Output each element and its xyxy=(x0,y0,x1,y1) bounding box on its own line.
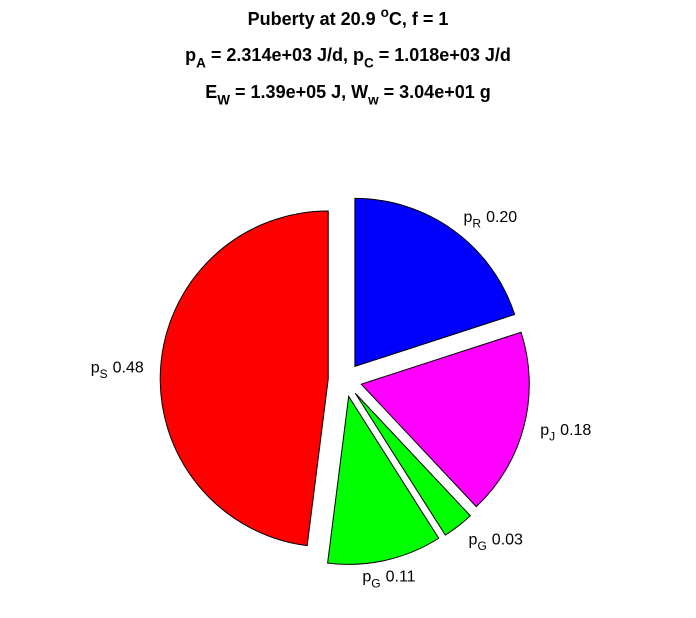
value-label: 0.20 xyxy=(486,209,517,226)
script-text: G xyxy=(371,576,380,590)
slice-label: pG 0.03 xyxy=(469,531,523,553)
value-label: 0.03 xyxy=(492,531,523,548)
title-line: EW = 1.39e+05 J, Ww = 3.04e+01 g xyxy=(205,82,490,107)
slice-label: pS 0.48 xyxy=(91,359,144,381)
value-label: 0.11 xyxy=(386,569,416,586)
value-label: 0.48 xyxy=(113,359,144,376)
text-segment: C, f = 1 xyxy=(389,9,449,29)
script-text: C xyxy=(364,55,374,70)
text-segment: p xyxy=(463,209,472,226)
text-segment: p xyxy=(540,422,549,439)
pie-slice xyxy=(327,394,440,565)
pie-slice xyxy=(360,331,530,508)
pie-slice xyxy=(354,197,516,368)
pie-slice xyxy=(159,210,329,547)
text-segment: = 2.314e+03 J/d, p xyxy=(206,45,364,65)
script-text: R xyxy=(472,217,481,231)
slice-label: pR 0.20 xyxy=(463,209,517,231)
script-text: G xyxy=(477,539,486,553)
script-text: A xyxy=(196,55,206,70)
script-text: w xyxy=(367,92,379,107)
text-segment: = 1.39e+05 J, W xyxy=(230,82,368,102)
text-segment: p xyxy=(469,531,478,548)
slice-label: pG 0.11 xyxy=(362,569,415,591)
pie-slice xyxy=(354,392,472,536)
script-text: S xyxy=(100,367,108,381)
text-segment: Puberty at 20.9 xyxy=(248,9,381,29)
value-label: 0.18 xyxy=(560,422,591,439)
text-segment: p xyxy=(362,569,371,586)
text-segment: = 3.04e+01 g xyxy=(379,82,491,102)
text-segment: = 1.018e+03 J/d xyxy=(374,45,511,65)
text-segment: p xyxy=(185,45,196,65)
title-line: Puberty at 20.9 oC, f = 1 xyxy=(248,5,449,29)
script-text: J xyxy=(549,430,555,444)
slice-label: pJ 0.18 xyxy=(540,422,591,444)
script-text: o xyxy=(381,5,389,20)
title-line: pA = 2.314e+03 J/d, pC = 1.018e+03 J/d xyxy=(185,45,511,70)
script-text: W xyxy=(217,92,230,107)
text-segment: p xyxy=(91,359,100,376)
text-segment: E xyxy=(205,82,217,102)
